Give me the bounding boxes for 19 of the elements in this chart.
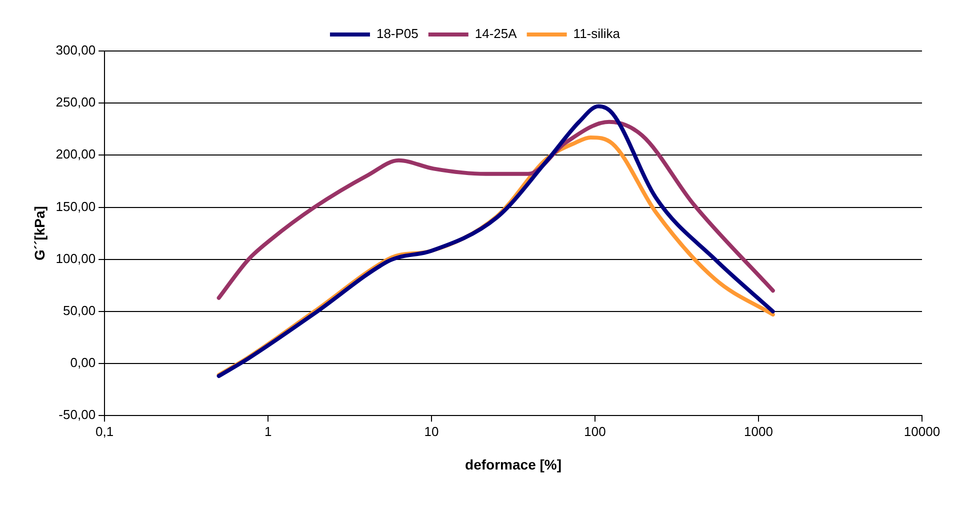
- y-tick-label: -50,00: [58, 407, 96, 422]
- x-tick-label: 1: [264, 424, 272, 439]
- x-tick-label: 1000: [744, 424, 773, 439]
- x-axis-title: deformace [%]: [465, 456, 562, 472]
- x-tick-label: 10: [424, 424, 439, 439]
- y-tick-label: 200,00: [56, 146, 96, 162]
- x-tick-label: 0,1: [96, 424, 114, 439]
- legend-label: 18-P05: [376, 26, 418, 42]
- y-tick-label: 0,00: [70, 355, 96, 370]
- legend-label: 14-25A: [474, 26, 518, 42]
- y-tick-label: 100,00: [56, 250, 96, 266]
- y-tick-label: 250,00: [56, 94, 96, 110]
- x-tick-label: 100: [584, 424, 606, 439]
- legend-label: 11-silika: [573, 26, 621, 42]
- y-tick-label: 50,00: [63, 303, 96, 318]
- y-tick-label: 150,00: [56, 198, 96, 214]
- y-axis-title: G´´[kPa]: [31, 206, 48, 261]
- x-tick-label: 10000: [904, 424, 940, 439]
- y-tick-label: 300,00: [56, 42, 96, 58]
